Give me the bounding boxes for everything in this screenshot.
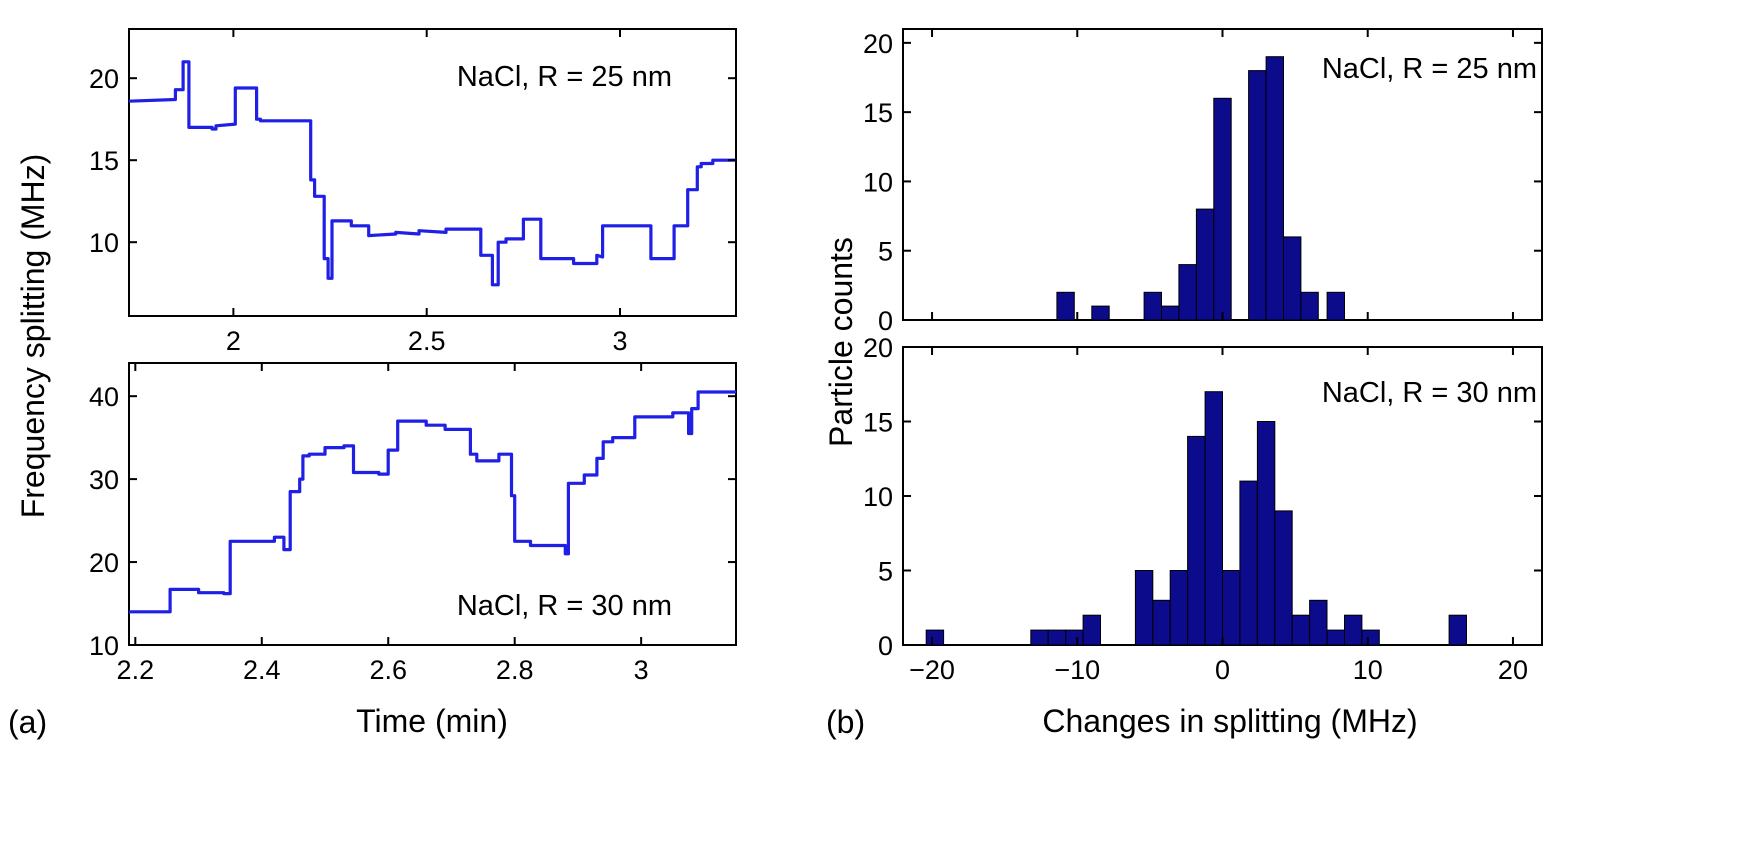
bar-b_bottom-8 [1187,435,1206,646]
bar-b_top-7 [1178,264,1197,321]
ytick-label-b_top-2: 10 [863,167,893,197]
bar-b_bottom-18 [1361,629,1380,646]
axes-a-top: NaCl, R = 25 nm 10 15 20 2 2.5 3 [89,28,737,356]
bar-b_bottom-2 [1047,629,1067,646]
ytick-label-b_bottom-2: 10 [863,482,893,512]
bar-b_bottom-13 [1274,510,1293,646]
xtick-label-b_bottom-2: 0 [1215,655,1230,685]
bar-b_bottom-17 [1344,614,1363,646]
axes-frame-a-bottom [128,362,737,646]
xtick-label-a_bottom-1: 2.4 [243,655,281,685]
bar-b_bottom-4 [1082,614,1101,646]
bar-b_top-12 [1265,56,1284,321]
axes-a-bottom: NaCl, R = 30 nm 10 20 30 40 2.2 2.4 2.6 2.8 3 [89,362,737,685]
ytick-label-b_top-3: 15 [863,98,893,128]
ytick-label-a_bottom-2: 30 [89,465,119,495]
bar-b_bottom-10 [1222,570,1241,646]
annotation-b-top: NaCl, R = 25 nm [1322,53,1537,85]
bar-b_top-8 [1195,208,1215,321]
annotation-a-top: NaCl, R = 25 nm [457,61,672,93]
xtick-label-a_bottom-4: 3 [634,655,649,685]
bar-b_top-11 [1248,70,1267,321]
bar-b_bottom-12 [1256,421,1276,646]
ytick-label-b_top-0: 0 [878,306,893,336]
xtick-label-a_top-0: 2 [226,326,241,356]
series-line-a_top [128,60,736,287]
ytick-label-a_top-1: 15 [89,146,119,176]
xtick-label-a_bottom-2: 2.6 [369,655,407,685]
xtick-label-b_bottom-4: 20 [1498,655,1528,685]
bar-b_top-5 [1143,291,1162,321]
ytick-label-b_bottom-1: 5 [878,557,893,587]
ytick-label-a_top-2: 20 [89,64,119,94]
bar-b_bottom-9 [1204,391,1223,646]
bar-b_top-2 [1091,305,1110,321]
ytick-label-a_bottom-3: 40 [89,382,119,412]
a-ylabel: Frequency splitting (MHz) [15,154,51,519]
bar-b_top-9 [1213,97,1232,321]
bar-b_top-6 [1161,305,1180,321]
b-ylabel: Particle counts [823,237,859,447]
axes-b-bottom: NaCl, R = 30 nm 0 5 10 15 20 −20 −10 0 10 20 [863,333,1543,685]
xtick-label-b_bottom-0: −20 [909,655,955,685]
bar-b_bottom-3 [1065,629,1084,646]
xtick-label-a_bottom-3: 2.8 [496,655,534,685]
xtick-label-a_bottom-0: 2.2 [117,655,155,685]
xtick-label-b_bottom-3: 10 [1353,655,1383,685]
series-line-a_bottom [129,390,736,614]
bar-b_bottom-15 [1309,599,1328,646]
bar-b_bottom-14 [1291,614,1311,646]
annotation-a-bottom: NaCl, R = 30 nm [457,590,672,622]
ytick-label-b_bottom-0: 0 [878,631,893,661]
bar-b_bottom-0 [925,629,945,646]
panel-label-b: (b) [826,704,865,740]
axes-frame-a-top [128,28,737,317]
bar-b_top-13 [1283,236,1302,321]
xtick-label-b_bottom-1: −10 [1054,655,1100,685]
ytick-label-a_top-0: 10 [89,228,119,258]
bar-b_bottom-5 [1134,570,1154,646]
ytick-label-b_bottom-3: 15 [863,408,893,438]
b-xlabel: Changes in splitting (MHz) [1042,703,1417,739]
bar-b_top-14 [1300,291,1319,321]
axes-b-top: NaCl, R = 25 nm 0 5 10 15 20 [863,28,1543,336]
bar-b_top-0 [1056,291,1075,321]
annotation-b-bottom: NaCl, R = 30 nm [1322,377,1537,409]
xtick-label-a_top-2: 3 [612,326,627,356]
ytick-label-b_top-4: 20 [863,29,893,59]
ytick-label-a_bottom-1: 20 [89,548,119,578]
xtick-label-a_top-1: 2.5 [408,326,446,356]
bar-b_bottom-1 [1030,629,1049,646]
bar-b_bottom-11 [1239,480,1258,646]
bar-b_bottom-16 [1326,629,1345,646]
ytick-label-a_bottom-0: 10 [89,631,119,661]
ytick-label-b_bottom-4: 20 [863,333,893,363]
ytick-label-b_top-1: 5 [878,237,893,267]
bar-b_bottom-7 [1169,570,1189,646]
bar-b_bottom-6 [1152,599,1171,646]
panel-label-a: (a) [8,704,47,740]
bar-b_bottom-19 [1448,614,1467,646]
bar-b_top-extra-0 [1326,291,1345,321]
a-xlabel: Time (min) [356,703,508,739]
